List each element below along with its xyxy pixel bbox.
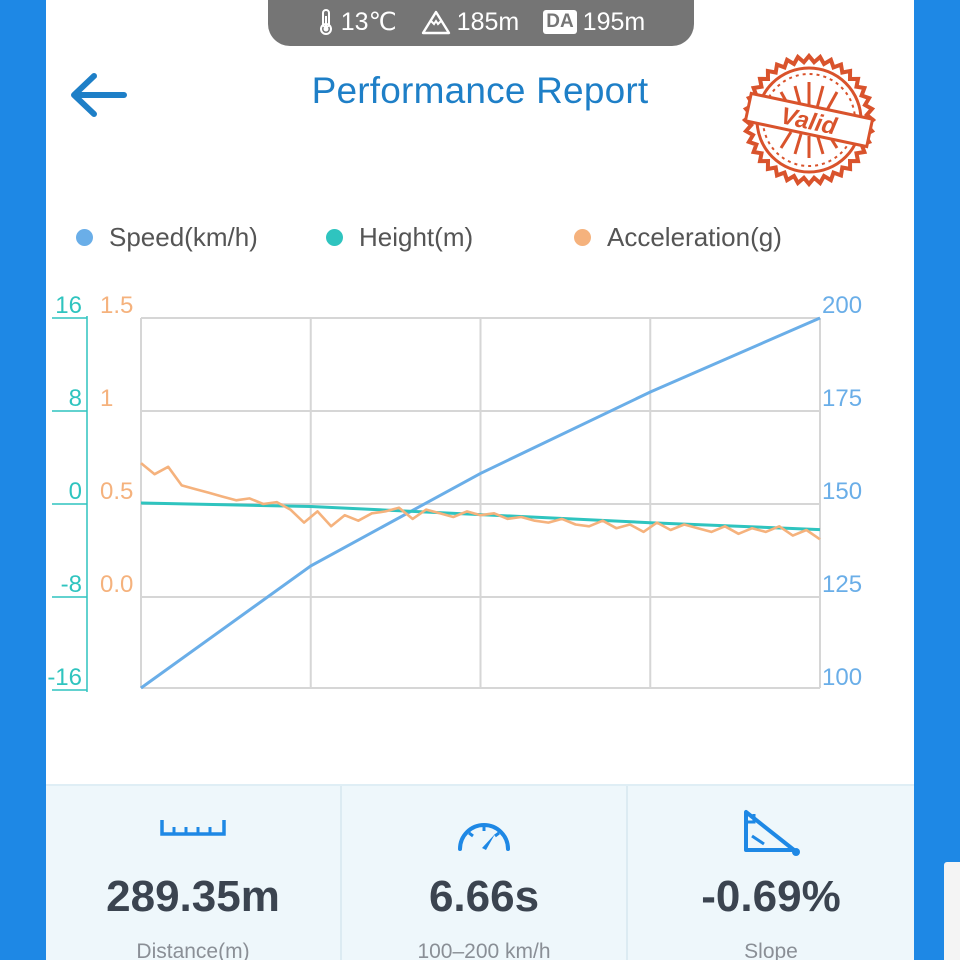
legend-speed-label: Speed(km/h)	[109, 222, 258, 252]
speed-axis-tick-label: 200	[822, 292, 862, 319]
legend-acceleration-label: Acceleration(g)	[607, 222, 782, 252]
height-dot-icon	[326, 229, 343, 246]
legend-speed[interactable]: Speed(km/h)	[76, 222, 258, 253]
stats-panel: 289.35m Distance(m) 6.66s 100–200 km/h -…	[46, 784, 914, 960]
legend-height[interactable]: Height(m)	[326, 222, 473, 253]
ruler-icon	[160, 820, 226, 836]
chart-legend: Speed(km/h) Height(m) Acceleration(g)	[46, 222, 914, 262]
density-altitude-value: 195m	[582, 7, 646, 36]
speed-axis-tick-label: 125	[822, 571, 862, 598]
valid-stamp: Valid	[741, 52, 877, 188]
altitude-item: 185m	[421, 7, 520, 37]
stat-distance: 289.35m Distance(m)	[46, 786, 340, 960]
mountain-icon	[421, 10, 450, 35]
app-screen: 13℃ 185m DA 195m Performance Report	[46, 0, 914, 960]
stat-slope: -0.69% Slope	[626, 786, 914, 960]
height-axis-tick-label: -16	[47, 664, 82, 691]
height-axis-tick-label: 16	[55, 292, 82, 319]
adjacent-card-edge	[944, 862, 960, 960]
da-badge: DA	[543, 10, 577, 34]
speed-series-line	[140, 316, 821, 690]
thermometer-icon	[319, 9, 332, 35]
acceleration-axis-tick-label: 1.5	[100, 292, 133, 319]
stat-time: 6.66s 100–200 km/h	[340, 786, 626, 960]
conditions-pill: 13℃ 185m DA 195m	[268, 0, 694, 46]
speedometer-icon	[458, 823, 510, 851]
speed-axis-tick-label: 150	[822, 478, 862, 505]
altitude-value: 185m	[456, 7, 520, 36]
background-edge	[914, 0, 960, 960]
legend-acceleration[interactable]: Acceleration(g)	[574, 222, 782, 253]
performance-chart: 16 8 0 -8 -16 1.5 1 0.5 0.0 200 175 150 125 100	[47, 292, 862, 692]
height-axis-tick-label: 8	[69, 385, 82, 412]
slope-icon	[744, 810, 800, 856]
height-axis-tick-label: -8	[61, 571, 82, 598]
page-title: Performance Report	[311, 70, 649, 111]
speed-axis-tick-label: 100	[822, 664, 862, 691]
acceleration-axis-tick-label: 0.0	[100, 571, 133, 598]
speed-axis-tick-label: 175	[822, 385, 862, 412]
acceleration-dot-icon	[574, 229, 591, 246]
acceleration-axis-tick-label: 0.5	[100, 478, 133, 505]
acceleration-axis-tick-label: 1	[100, 385, 113, 412]
time-label: 100–200 km/h	[417, 940, 551, 960]
slope-label: Slope	[744, 940, 798, 960]
distance-label: Distance(m)	[136, 940, 250, 960]
height-axis-tick-label: 0	[69, 478, 82, 505]
arrow-left-icon	[71, 73, 127, 117]
distance-value: 289.35m	[106, 872, 280, 921]
legend-height-label: Height(m)	[359, 222, 474, 252]
back-button[interactable]	[66, 68, 130, 122]
time-value: 6.66s	[428, 872, 540, 921]
acceleration-series-line	[140, 462, 821, 541]
slope-value: -0.69%	[701, 872, 841, 921]
speed-dot-icon	[76, 229, 93, 246]
temperature-value: 13℃	[340, 8, 397, 36]
temperature-item: 13℃	[317, 7, 397, 37]
density-altitude-item: DA 195m	[543, 8, 645, 37]
